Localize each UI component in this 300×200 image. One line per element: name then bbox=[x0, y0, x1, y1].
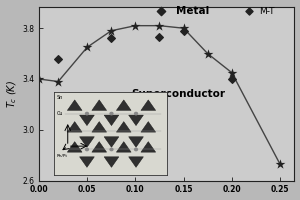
Text: M-T: M-T bbox=[259, 7, 274, 16]
Point bbox=[230, 77, 234, 81]
Point bbox=[205, 52, 210, 55]
Point bbox=[278, 194, 282, 197]
Y-axis label: $T_c$ (K): $T_c$ (K) bbox=[6, 80, 19, 108]
Point bbox=[37, 77, 41, 81]
Point bbox=[159, 9, 164, 13]
Text: Superconductor: Superconductor bbox=[132, 89, 226, 99]
Point bbox=[181, 29, 186, 32]
Point bbox=[56, 57, 61, 60]
Point bbox=[278, 162, 282, 166]
Point bbox=[181, 27, 186, 30]
Text: Metal: Metal bbox=[176, 6, 209, 16]
Point bbox=[157, 35, 162, 39]
Point bbox=[133, 24, 138, 27]
Point bbox=[85, 46, 89, 49]
Point bbox=[157, 24, 162, 27]
Point bbox=[109, 37, 114, 40]
Point bbox=[247, 9, 251, 13]
Point bbox=[56, 80, 61, 83]
Point bbox=[230, 71, 234, 74]
Point bbox=[109, 29, 114, 32]
